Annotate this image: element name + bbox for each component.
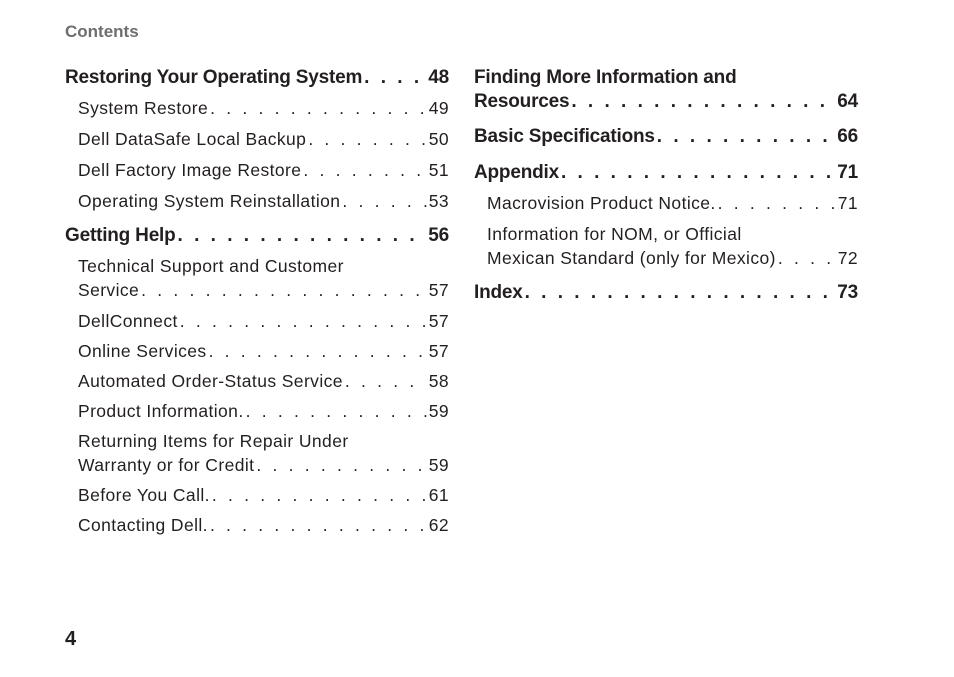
toc-entry-system-restore[interactable]: System Restore . . . . . . . . . . . . .… [78, 96, 449, 120]
toc-entry-label-line1: Information for NOM, or Official [487, 224, 742, 244]
toc-page-number: 72 [837, 248, 858, 268]
toc-section-title: Basic Specifications [474, 126, 655, 147]
toc-section-restoring-os[interactable]: Restoring Your Operating System . . . . … [65, 66, 449, 90]
toc-section-title: Index [474, 282, 523, 303]
leader-dots: . . . . . . . . . . . . . . . . . . . . … [560, 162, 835, 183]
toc-entry-label: System Restore [78, 98, 209, 118]
leader-dots: . . . . . . . . . . . . . . . . . . . . … [141, 280, 427, 300]
toc-left-column: Restoring Your Operating System . . . . … [65, 66, 449, 537]
toc-entry-returning-items[interactable]: Returning Items for Repair Under Warrant… [78, 429, 449, 477]
toc-entry-nom-information[interactable]: Information for NOM, or Official Mexican… [487, 222, 858, 270]
toc-page-number: 71 [837, 193, 858, 213]
leader-dots: . . . . . . . . . . . . . . . . . . . . … [717, 193, 836, 213]
toc-page-number: 53 [428, 191, 449, 211]
toc-page-number: 50 [428, 129, 449, 149]
toc-entry-os-reinstallation[interactable]: Operating System Reinstallation . . . . … [78, 189, 449, 213]
toc-section-title: Getting Help [65, 225, 176, 246]
toc-entry-label: Dell Factory Image Restore [78, 160, 302, 180]
toc-entry-label: Dell DataSafe Local Backup [78, 129, 307, 149]
leader-dots: . . . . . . . . . . . . . . . . . . . . … [571, 91, 835, 112]
toc-section-title-line2: Resources [474, 91, 570, 112]
leader-dots: . . . . . . . . . . . . . . . . . . . . … [208, 341, 427, 361]
toc-page-number: 57 [428, 341, 449, 361]
toc-entry-contacting-dell[interactable]: Contacting Dell. . . . . . . . . . . . .… [78, 513, 449, 537]
leader-dots: . . . . . . . . . . . . . . . . . . . . … [308, 129, 426, 149]
toc-page-number: 59 [428, 455, 449, 475]
toc-entry-label: Before You Call. [78, 485, 210, 505]
toc-section-getting-help[interactable]: Getting Help . . . . . . . . . . . . . .… [65, 224, 449, 248]
toc-section-index[interactable]: Index . . . . . . . . . . . . . . . . . … [474, 281, 858, 305]
toc-page-number: 61 [428, 485, 449, 505]
toc-entry-label-line1: Returning Items for Repair Under [78, 431, 349, 451]
toc-section-title-line1: Finding More Information and [474, 67, 737, 88]
leader-dots: . . . . . . . . . . . . . . . . . . . . … [777, 248, 836, 268]
toc-section-title: Restoring Your Operating System [65, 67, 363, 88]
toc-page-number: 62 [428, 515, 449, 535]
leader-dots: . . . . . . . . . . . . . . . . . . . . … [210, 98, 427, 118]
leader-dots: . . . . . . . . . . . . . . . . . . . . … [656, 126, 835, 147]
toc-section-finding-more-info[interactable]: Finding More Information and Resources .… [474, 66, 858, 114]
leader-dots: . . . . . . . . . . . . . . . . . . . . … [364, 67, 426, 88]
toc-entry-technical-support[interactable]: Technical Support and Customer Service .… [78, 254, 449, 302]
leader-dots: . . . . . . . . . . . . . . . . . . . . … [256, 455, 426, 475]
leader-dots: . . . . . . . . . . . . . . . . . . . . … [342, 191, 426, 211]
toc-entry-label-line2: Mexican Standard (only for Mexico) [487, 248, 776, 268]
toc-page-number: 51 [428, 160, 449, 180]
toc-entry-label: Macrovision Product Notice. [487, 193, 716, 213]
toc-page-number: 73 [837, 282, 858, 303]
toc-entry-label: Operating System Reinstallation [78, 191, 341, 211]
toc-page-number: 66 [837, 126, 858, 147]
toc-page-number: 57 [428, 311, 449, 331]
toc-entry-label-line2: Service [78, 280, 140, 300]
toc-page-number: 48 [428, 67, 449, 88]
toc-entry-datasafe-backup[interactable]: Dell DataSafe Local Backup . . . . . . .… [78, 127, 449, 151]
toc-page-number: 56 [428, 225, 449, 246]
leader-dots: . . . . . . . . . . . . . . . . . . . . … [209, 515, 427, 535]
toc-entry-before-you-call[interactable]: Before You Call. . . . . . . . . . . . .… [78, 483, 449, 507]
toc-section-appendix[interactable]: Appendix . . . . . . . . . . . . . . . .… [474, 161, 858, 185]
toc-section-title: Appendix [474, 162, 559, 183]
toc-entry-product-information[interactable]: Product Information. . . . . . . . . . .… [78, 399, 449, 423]
leader-dots: . . . . . . . . . . . . . . . . . . . . … [179, 311, 427, 331]
toc-entry-label-line2: Warranty or for Credit [78, 455, 255, 475]
page-number: 4 [65, 628, 77, 650]
toc-entry-dellconnect[interactable]: DellConnect . . . . . . . . . . . . . . … [78, 309, 449, 333]
toc-entry-label: Product Information. [78, 401, 244, 421]
leader-dots: . . . . . . . . . . . . . . . . . . . . … [245, 401, 427, 421]
toc-entry-label-line1: Technical Support and Customer [78, 256, 344, 276]
toc-entry-online-services[interactable]: Online Services . . . . . . . . . . . . … [78, 339, 449, 363]
leader-dots: . . . . . . . . . . . . . . . . . . . . … [177, 225, 427, 246]
toc-page-number: 57 [428, 280, 449, 300]
leader-dots: . . . . . . . . . . . . . . . . . . . . … [211, 485, 427, 505]
toc-entry-label: Online Services [78, 341, 207, 361]
toc-entry-macrovision-notice[interactable]: Macrovision Product Notice. . . . . . . … [487, 191, 858, 215]
toc-entry-label: Automated Order-Status Service [78, 371, 343, 391]
leader-dots: . . . . . . . . . . . . . . . . . . . . … [524, 282, 836, 303]
toc-page-number: 64 [837, 91, 858, 112]
leader-dots: . . . . . . . . . . . . . . . . . . . . … [303, 160, 426, 180]
toc-page-number: 58 [428, 371, 449, 391]
toc-page-number: 59 [428, 401, 449, 421]
toc-entry-label: DellConnect [78, 311, 178, 331]
toc-entry-order-status[interactable]: Automated Order-Status Service . . . . .… [78, 369, 449, 393]
running-header: Contents [65, 22, 139, 41]
toc-section-basic-specifications[interactable]: Basic Specifications . . . . . . . . . .… [474, 125, 858, 149]
toc-entry-factory-image-restore[interactable]: Dell Factory Image Restore . . . . . . .… [78, 158, 449, 182]
leader-dots: . . . . . . . . . . . . . . . . . . . . … [344, 371, 427, 391]
toc-page-number: 71 [837, 162, 858, 183]
toc-right-column: Finding More Information and Resources .… [474, 66, 858, 305]
toc-page-number: 49 [428, 98, 449, 118]
toc-entry-label: Contacting Dell. [78, 515, 208, 535]
